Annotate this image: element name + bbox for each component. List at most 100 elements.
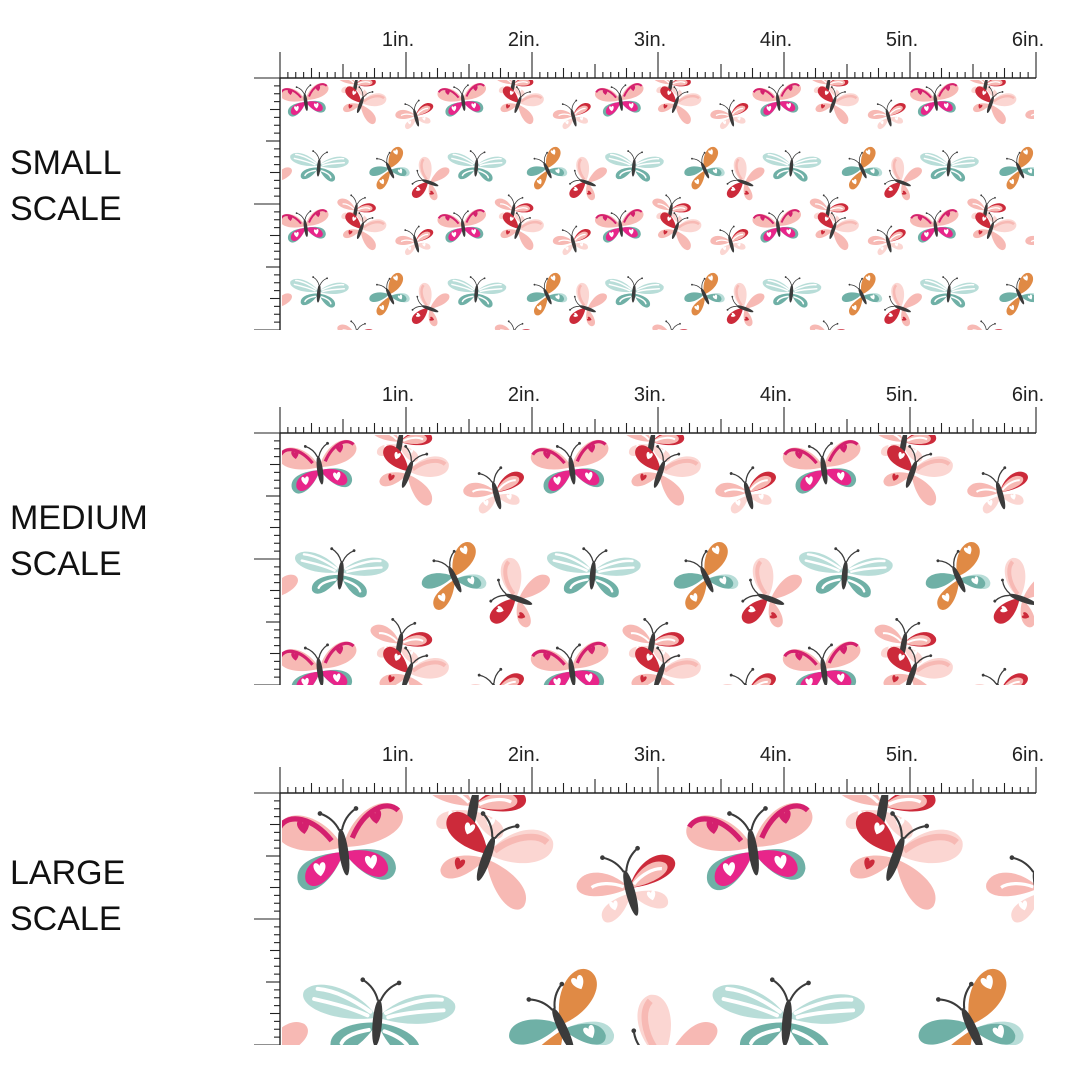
butterfly (576, 845, 676, 923)
butterfly (1037, 155, 1052, 205)
butterfly (917, 375, 996, 411)
ruler-x-label: 5in. (886, 744, 918, 766)
butterfly (252, 271, 256, 317)
butterfly (252, 145, 256, 191)
butterfly (920, 276, 979, 308)
small-label-line2: SCALE (10, 190, 122, 228)
ruler-x-label: 6in. (1012, 29, 1044, 51)
butterfly (252, 838, 276, 929)
butterfly (282, 574, 298, 600)
butterfly (290, 150, 349, 182)
butterfly (1037, 281, 1052, 330)
butterfly (437, 83, 486, 117)
butterfly (1033, 438, 1052, 496)
fabric-pattern (252, 375, 1052, 685)
butterfly (798, 547, 893, 598)
ruler-x-label: 2in. (508, 384, 540, 406)
ruler-x-label: 3in. (634, 29, 666, 51)
butterfly (447, 276, 507, 308)
butterfly (782, 641, 861, 685)
butterfly (710, 225, 749, 256)
large-scale-swatch-svg: 1in.2in.3in.4in.5in.6in.1in.2in. (252, 735, 1044, 1045)
butterfly (967, 320, 1006, 330)
butterfly (752, 209, 801, 243)
ruler: 1in.2in.3in.4in.5in.6in.1in.2in. (254, 384, 1044, 685)
butterfly (489, 558, 550, 628)
butterfly (712, 977, 865, 1045)
butterfly (999, 272, 1034, 316)
butterfly (282, 83, 329, 117)
butterfly (684, 146, 725, 190)
butterfly (440, 811, 554, 910)
butterfly (500, 212, 544, 250)
small-scale-swatch-svg: 1in.2in.3in.4in.5in.6in.1in.2in. (252, 20, 1052, 330)
butterfly (715, 667, 776, 685)
butterfly (282, 209, 329, 243)
ruler-x-label: 5in. (886, 384, 918, 406)
butterfly (815, 86, 859, 124)
large-label-line2: SCALE (10, 900, 122, 938)
fabric-pattern (252, 735, 1034, 1045)
butterfly (726, 156, 765, 201)
butterfly (1025, 235, 1034, 245)
butterfly (874, 435, 937, 462)
butterfly (884, 156, 922, 201)
butterfly (841, 146, 883, 190)
butterfly (546, 547, 641, 598)
butterfly (726, 282, 765, 327)
butterfly (509, 969, 614, 1045)
butterfly (684, 272, 725, 316)
butterfly (782, 439, 861, 494)
fabric-pattern (252, 20, 1052, 330)
butterfly (967, 667, 1028, 685)
butterfly (679, 20, 729, 65)
butterfly (552, 99, 591, 130)
butterfly (342, 86, 387, 124)
butterfly (282, 1022, 308, 1045)
large-scale-swatch: 1in.2in.3in.4in.5in.6in.1in.2in. (252, 735, 1052, 1045)
ruler-x-label: 3in. (634, 384, 666, 406)
butterfly (595, 83, 644, 117)
large-label-line1: LARGE (10, 854, 126, 892)
butterfly (447, 150, 507, 182)
butterfly (883, 646, 953, 685)
butterfly (809, 320, 849, 330)
butterfly (288, 22, 349, 57)
butterfly (967, 80, 1006, 97)
butterfly (620, 994, 718, 1045)
butterfly (494, 320, 534, 330)
ruler-x-label: 2in. (508, 29, 540, 51)
butterfly (1048, 544, 1052, 600)
butterfly (395, 225, 434, 256)
butterfly (595, 209, 644, 243)
ruler-x-label: 1in. (382, 744, 414, 766)
butterfly (1048, 375, 1052, 398)
butterfly (282, 802, 403, 891)
butterfly (294, 547, 389, 598)
butterfly (605, 150, 664, 182)
butterfly (972, 86, 1017, 124)
butterfly (710, 99, 749, 130)
ruler-x-label: 6in. (1012, 384, 1044, 406)
butterfly (652, 320, 691, 330)
butterfly (252, 735, 313, 795)
butterfly (715, 466, 776, 514)
butterfly (252, 375, 301, 435)
ruler-x-label: 5in. (886, 29, 918, 51)
butterfly (741, 558, 802, 628)
butterfly (762, 150, 822, 182)
butterfly (282, 167, 292, 183)
butterfly (292, 375, 390, 398)
butterfly (569, 156, 607, 201)
butterfly (918, 969, 1024, 1045)
butterfly (837, 20, 887, 65)
butterfly (884, 282, 922, 327)
butterfly (1025, 109, 1034, 119)
ruler-x-label: 1in. (382, 29, 414, 51)
butterfly (999, 146, 1034, 190)
ruler-x-label: 3in. (634, 744, 666, 766)
butterfly (657, 86, 702, 124)
butterfly (986, 847, 1034, 923)
butterfly (303, 977, 456, 1045)
butterfly (252, 461, 279, 517)
